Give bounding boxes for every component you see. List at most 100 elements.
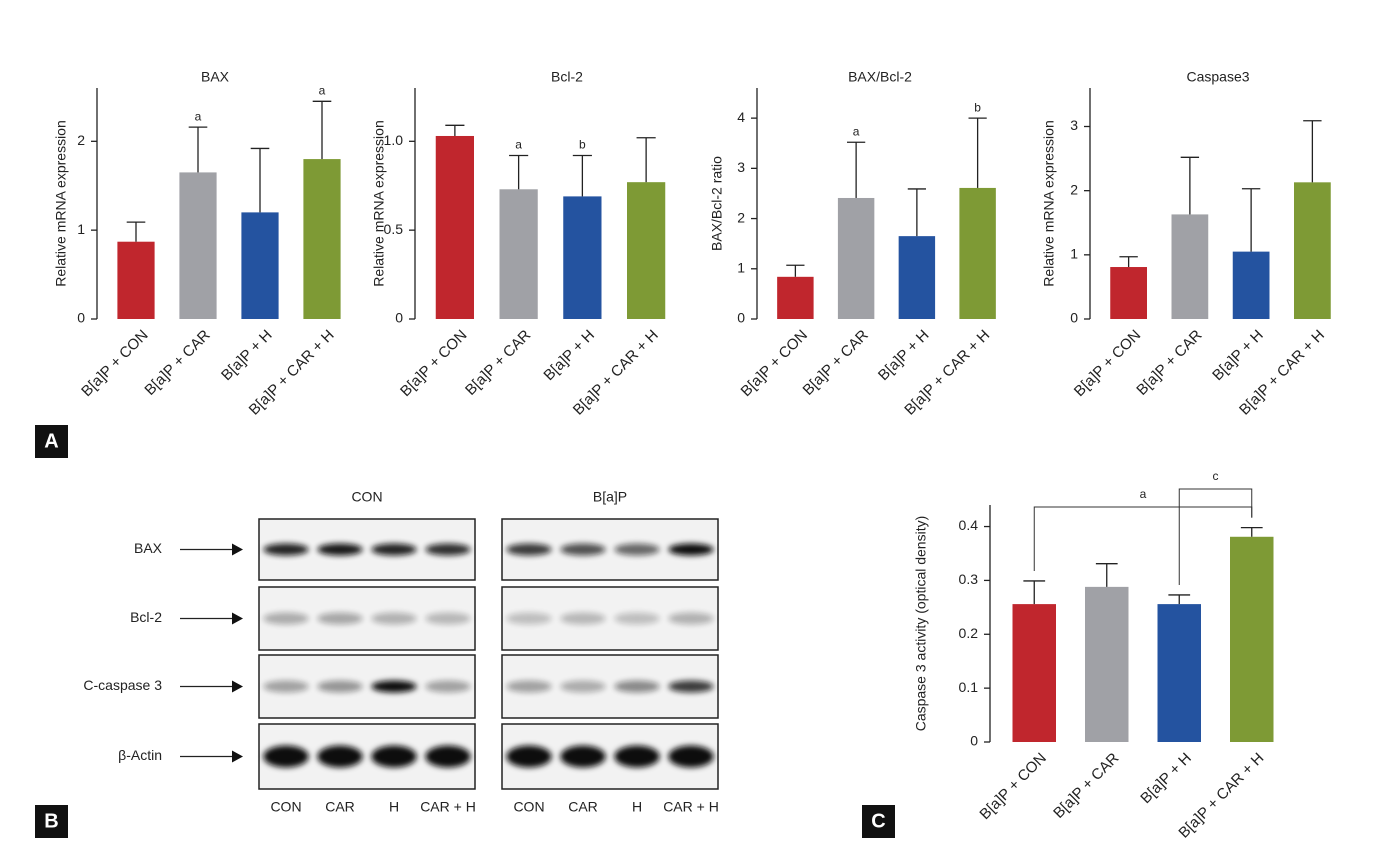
panel-label-box	[35, 805, 68, 838]
y-tick-label: 0.3	[959, 571, 979, 587]
blot-band	[317, 612, 363, 625]
y-tick-label: 0.2	[959, 625, 979, 641]
bar	[1157, 604, 1201, 742]
bar	[1085, 586, 1129, 742]
y-tick-label: 3	[1070, 117, 1078, 133]
y-tick-label: 0	[970, 733, 978, 749]
y-tick-label: 1.0	[384, 132, 404, 148]
blot-band	[614, 680, 660, 693]
blot-band	[506, 745, 552, 768]
blot-band	[506, 612, 552, 625]
y-tick-label: 4	[737, 109, 745, 125]
x-tick-label: B[a]P + H	[1137, 750, 1195, 808]
annotation: a	[515, 138, 522, 152]
y-tick-label: 0	[77, 310, 85, 326]
panel-label-box	[35, 425, 68, 458]
bar	[563, 196, 602, 319]
annotation: b	[974, 100, 981, 114]
chart-title: Bcl-2	[551, 69, 583, 85]
y-axis-label: Relative mRNA expression	[371, 120, 387, 287]
blot-band	[668, 612, 714, 625]
blot-band	[425, 543, 471, 556]
annotation: a	[853, 124, 860, 138]
comparison-bracket	[1178, 488, 1253, 585]
bar	[499, 189, 538, 319]
blot-band	[614, 745, 660, 768]
chart-title: Caspase3	[1186, 69, 1249, 85]
bar	[898, 236, 936, 319]
y-tick-label: 0	[1070, 310, 1078, 326]
bar	[435, 135, 474, 319]
x-tick-label: B[a]P + CON	[976, 750, 1049, 823]
lane-label: CON	[513, 799, 544, 815]
blot-band	[425, 680, 471, 693]
y-tick-label: 2	[1070, 181, 1078, 197]
annotation: a	[195, 109, 202, 123]
comparison-label: c	[1213, 469, 1219, 483]
blot-band	[317, 543, 363, 556]
y-tick-label: 1	[77, 221, 85, 237]
x-tick-label: B[a]P + CON	[1071, 327, 1144, 400]
blot-band	[560, 612, 606, 625]
arrow-head	[232, 612, 243, 625]
lane-label: CAR	[325, 799, 355, 815]
comparison-bracket	[1033, 506, 1253, 571]
y-axis-label: Caspase 3 activity (optical density)	[913, 516, 929, 732]
blot-band	[263, 543, 309, 556]
blot-band	[425, 745, 471, 768]
chart-title: BAX	[201, 69, 230, 85]
arrow-head	[232, 543, 243, 556]
blot-band	[371, 543, 417, 556]
blot-band	[263, 680, 309, 693]
bar	[1012, 604, 1056, 742]
comparison-label: a	[1140, 487, 1147, 501]
x-tick-label: B[a]P + H	[540, 327, 598, 385]
lane-label: H	[632, 799, 642, 815]
x-tick-label: B[a]P + CAR	[1133, 327, 1205, 399]
blot-band	[560, 745, 606, 768]
blot-band	[317, 680, 363, 693]
bar	[627, 182, 666, 319]
y-tick-label: 1	[737, 259, 745, 275]
bar	[1230, 536, 1274, 742]
y-tick-label: 0.5	[384, 221, 404, 237]
arrow-head	[232, 750, 243, 763]
bar	[777, 276, 814, 319]
x-tick-label: B[a]P + CAR	[141, 327, 213, 399]
annotation: a	[319, 83, 326, 97]
bar	[117, 241, 155, 319]
y-axis-label: Relative mRNA expression	[1041, 120, 1057, 287]
blot-band	[371, 612, 417, 625]
bar	[1110, 267, 1147, 319]
y-tick-label: 2	[737, 209, 745, 225]
blot-group-label: CON	[351, 489, 382, 505]
blot-row-label: C-caspase 3	[83, 677, 162, 693]
x-tick-label: B[a]P + CAR	[462, 327, 534, 399]
y-tick-label: 0.4	[959, 517, 979, 533]
lane-label: CAR + H	[663, 799, 719, 815]
y-tick-label: 1	[1070, 246, 1078, 262]
blot-band	[263, 745, 309, 768]
bar	[1294, 182, 1331, 319]
blot-band	[668, 543, 714, 556]
bar	[1232, 251, 1270, 319]
y-tick-label: 0	[395, 310, 403, 326]
panel-label-box	[862, 805, 895, 838]
blot-band	[614, 612, 660, 625]
y-tick-label: 0	[737, 310, 745, 326]
x-tick-label: B[a]P + CAR	[800, 327, 872, 399]
x-tick-label: B[a]P + H	[1209, 327, 1267, 385]
lane-label: CON	[270, 799, 301, 815]
blot-band	[506, 543, 552, 556]
blot-band	[263, 612, 309, 625]
bar	[959, 187, 996, 319]
x-tick-label: B[a]P + CAR	[1050, 750, 1122, 822]
bar	[303, 159, 341, 319]
blot-band	[668, 680, 714, 693]
blot-band	[425, 612, 471, 625]
blot-band	[560, 543, 606, 556]
blot-row-label: BAX	[134, 540, 163, 556]
x-tick-label: B[a]P + CON	[397, 327, 470, 400]
blot-group-label: B[a]P	[593, 489, 627, 505]
